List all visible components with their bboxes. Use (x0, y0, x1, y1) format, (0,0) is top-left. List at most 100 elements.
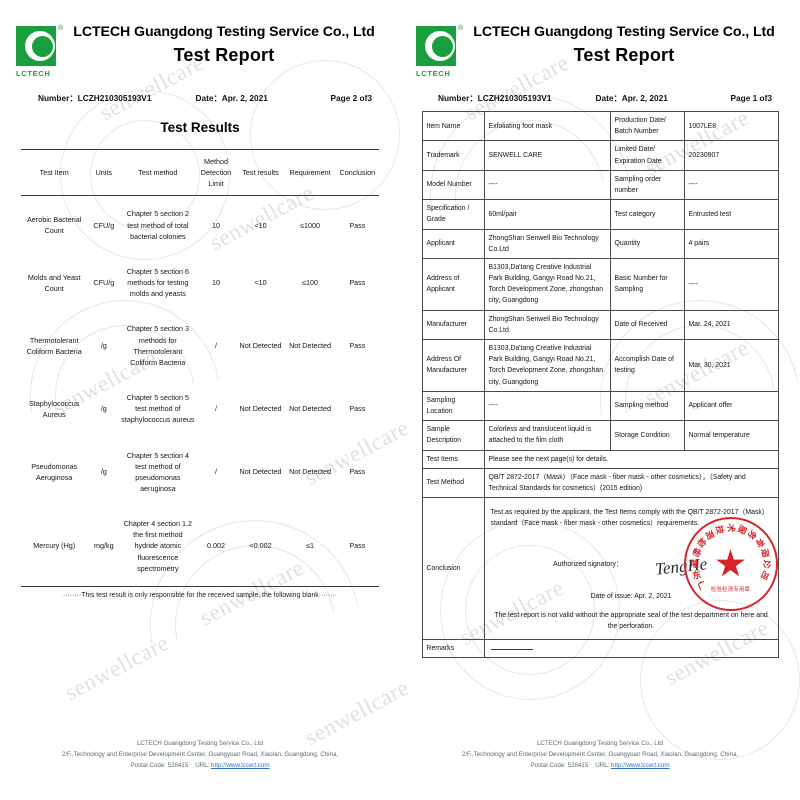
row-value-storage-condition: Normal temperature (683, 420, 779, 451)
row-label-address-applicant: Address of Applicant (421, 257, 485, 311)
col-conclusion: Conclusion (335, 148, 379, 197)
number-label: Number： (38, 93, 78, 103)
page-footer-right: LCTECH Guangdong Testing Service Co., Lt… (400, 739, 800, 772)
row-label-remarks: Remarks (421, 638, 485, 659)
col-units: Units (87, 148, 121, 197)
logo-wordmark: LCTECH (16, 69, 51, 78)
row-label-storage-condition: Storage Condition (609, 420, 685, 451)
footer-company: LCTECH Guangdong Testing Service Co., Lt… (537, 740, 663, 748)
cell-mdl: / (214, 467, 217, 477)
date-of-issue: Date of issue: Apr. 2, 2021 (590, 592, 672, 600)
date-value: Apr. 2, 2021 (221, 93, 268, 103)
row-value-test-items: Please see the next page(s) for details. (483, 449, 779, 469)
row-label-item-name: Item Name (421, 110, 485, 142)
remarks-blank-line (490, 643, 533, 650)
company-name: LCTECH Guangdong Testing Service Co., Lt… (473, 24, 775, 40)
cell-units: CFU/g (93, 278, 115, 288)
cell-units: CFU/g (93, 220, 115, 230)
cell-units: /g (100, 404, 107, 414)
seal-bottom-text: 检验检测专用章 (710, 587, 751, 594)
row-label-sampling-location: Sampling Location (421, 390, 485, 422)
date-value: Apr. 2, 2021 (621, 93, 668, 103)
footer-company: LCTECH Guangdong Testing Service Co., Lt… (137, 740, 263, 748)
row-label-quantity: Quantity (609, 228, 685, 259)
report-page-left: ® LCTECH LCTECH Guangdong Testing Servic… (0, 24, 400, 772)
table-row: Pseudomonas Aeruginosa /g Chapter 5 sect… (21, 438, 379, 507)
footer-url-link[interactable]: http://www.lccert.com (211, 762, 270, 770)
table-row: Sample Description Colorless and translu… (421, 420, 779, 451)
row-value-address-applicant: B1303,Da'tang Creative Industrial Park B… (483, 257, 611, 311)
row-value-sampling-order: ---- (683, 169, 779, 201)
row-value-remarks (483, 638, 779, 659)
cell-test-item: Thermotolerant Coliform Bacteria (26, 335, 82, 356)
row-value-trademark: SENWELL CARE (483, 140, 611, 171)
row-label-sampling-order: Sampling order number (609, 169, 685, 201)
table-header-row: Test Item Units Test method Method Detec… (21, 148, 379, 197)
cell-test-method: Chapter 5 section 5 test method of staph… (121, 393, 195, 425)
authorized-signatory-label: Authorized signatory： (553, 561, 623, 569)
conclusion-statement: Test as required by the applicant, the T… (490, 509, 769, 528)
lctech-logo-icon (416, 26, 456, 66)
cell-result: Not Detected (239, 341, 282, 351)
page-number-label: Page 1 of3 (730, 93, 772, 103)
footer-url-link[interactable]: http://www.lccert.com (611, 762, 670, 770)
footer-address: 2/F.,Technology and Enterprise Developme… (461, 751, 739, 759)
row-value-address-manufacturer: B1303,Da'tang Creative Industrial Park B… (483, 339, 611, 392)
company-name: LCTECH Guangdong Testing Service Co., Lt… (73, 24, 375, 40)
row-value-expiration-date: 20230907 (683, 140, 779, 171)
table-row: Test Items Please see the next page(s) f… (421, 449, 779, 469)
row-value-accomplish-date: Mar. 30, 2021 (683, 339, 779, 392)
cell-conclusion: Pass (349, 220, 366, 230)
report-title: Test Report (173, 44, 275, 65)
table-row: Manufacturer ZhongShan Senwell Bio Techn… (421, 309, 779, 341)
test-results-table: Test Item Units Test method Method Detec… (21, 148, 379, 587)
report-page-right: ® LCTECH LCTECH Guangdong Testing Servic… (400, 0, 800, 800)
date-label: Date： (195, 93, 222, 103)
table-row: Sampling Location ---- Sampling method A… (421, 390, 779, 422)
row-value-sample-description: Colorless and translucent liquid is atta… (483, 420, 611, 451)
table-row: Trademark SENWELL CARE Limited Date/ Exp… (421, 140, 779, 171)
cell-result: <0.002 (236, 506, 285, 587)
cell-test-method: Chapter 5 section 3 methods for Thermoto… (126, 324, 190, 367)
logo-wordmark: LCTECH (416, 69, 451, 78)
cell-mdl: / (214, 404, 217, 414)
footer-address: 2/F.,Technology and Enterprise Developme… (61, 751, 339, 759)
cell-test-method: Chapter 5 section 6 methods for testing … (126, 266, 190, 299)
table-row: Item Name Exfoliating foot mask Producti… (421, 110, 779, 142)
table-row: Mercury (Hg) mg/kg Chapter 4 section 1.2… (21, 506, 379, 587)
cell-units: mg/kg (87, 506, 121, 587)
official-seal-stamp: 广 东 隆 畅 检 测 技 术 服 务 有 限 (683, 517, 778, 612)
row-label-expiration-date: Limited Date/ Expiration Date (609, 140, 685, 171)
company-logo: ® LCTECH (16, 25, 63, 78)
row-label-test-category: Test category (609, 199, 685, 230)
cell-test-method: Chapter 5 section 4 test method of pseud… (126, 450, 190, 493)
page-footer-left: LCTECH Guangdong Testing Service Co., Lt… (0, 739, 400, 772)
table-row-conclusion: Conclusion Test as required by the appli… (421, 497, 779, 640)
table-row: Thermotolerant Coliform Bacteria /g Chap… (21, 311, 379, 380)
footer-url-label: URL: (195, 762, 210, 770)
row-label-manufacturer: Manufacturer (421, 309, 485, 341)
lctech-logo-icon (16, 26, 56, 66)
cell-requirement: Not Detected (289, 341, 332, 351)
row-value-conclusion: Test as required by the applicant, the T… (483, 497, 779, 640)
row-label-address-manufacturer: Address Of Manufacturer (421, 339, 485, 392)
page-header-right: ® LCTECH LCTECH Guangdong Testing Servic… (400, 0, 800, 104)
table-row: Molds and Yeast Count CFU/g Chapter 5 se… (21, 254, 379, 311)
cell-result: <10 (254, 278, 267, 288)
row-label-basic-number-sampling: Basic Number for Sampling (609, 257, 685, 311)
col-test-method: Test method (120, 148, 196, 197)
row-label-test-method: Test Method (421, 467, 485, 499)
col-test-item: Test Item (21, 148, 88, 197)
cell-conclusion: Pass (349, 467, 366, 477)
cell-requirement: Not Detected (289, 467, 332, 477)
validity-note: The test report is not valid without the… (494, 611, 768, 630)
row-value-item-name: Exfoliating foot mask (483, 110, 611, 142)
row-value-batch-number: 1007LE8 (683, 110, 779, 142)
footer-postal: Postal Code: 528415 (130, 762, 189, 770)
cell-requirement: ≤1000 (300, 220, 321, 230)
cell-conclusion: Pass (349, 341, 366, 351)
cell-conclusion: Pass (349, 278, 366, 288)
row-label-trademark: Trademark (421, 140, 485, 171)
number-value: LCZH210305193V1 (477, 93, 552, 103)
cell-test-method: Chapter 4 section 1.2 the first method h… (120, 506, 196, 587)
